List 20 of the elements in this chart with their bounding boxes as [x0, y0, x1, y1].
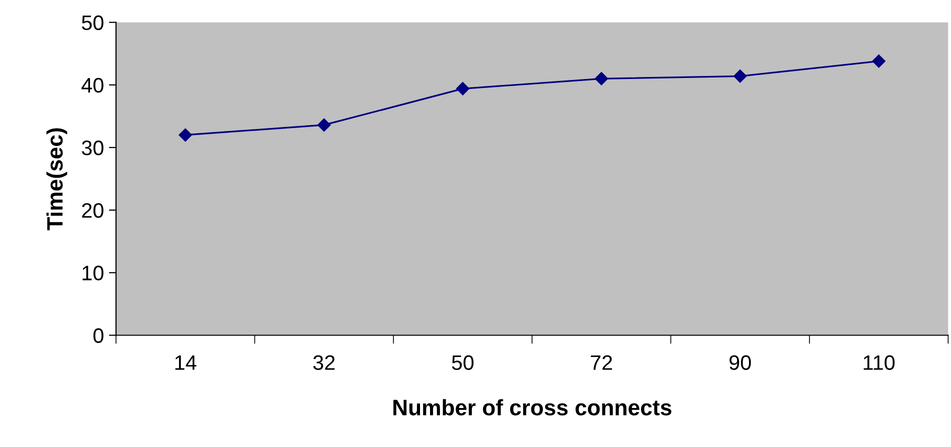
x-tick-label: 90: [730, 355, 751, 370]
point: [178, 128, 192, 142]
y-axis-title: Time(sec): [46, 128, 68, 230]
x-tick-label: 110: [864, 355, 895, 370]
point: [317, 118, 331, 132]
y-tick-label: 40: [82, 78, 104, 93]
y-tick-label: 0: [93, 328, 104, 344]
y-tick-label: 50: [82, 15, 104, 30]
y-tick-label: 20: [82, 203, 104, 218]
point: [456, 82, 470, 96]
x-axis-title: Number of cross connects: [393, 399, 672, 416]
y-tick-label: 10: [82, 266, 104, 280]
x-tick-label: 50: [452, 355, 474, 370]
point: [872, 54, 886, 68]
x-tick-label: 32: [313, 355, 335, 370]
x-tick-label: 72: [590, 355, 612, 370]
point: [734, 70, 747, 83]
point: [594, 72, 608, 86]
x-tick-label: 14: [175, 355, 196, 370]
y-tick-label: 30: [82, 140, 104, 156]
